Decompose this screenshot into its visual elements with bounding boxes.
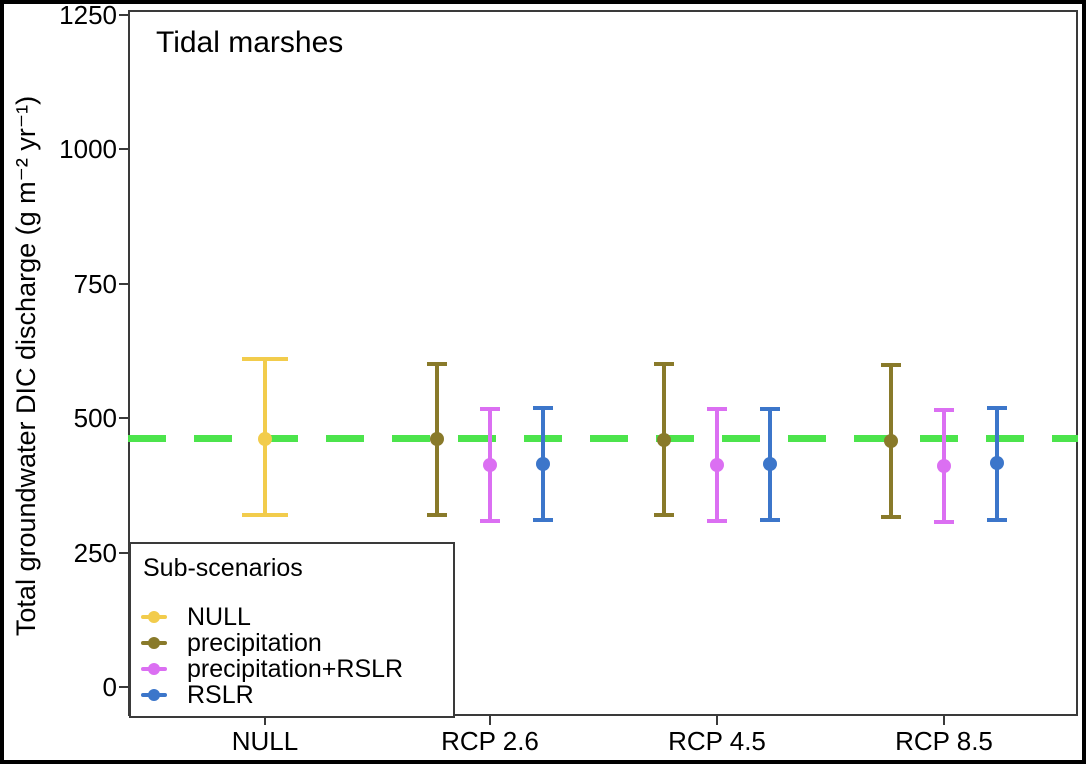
error-bar-cap-bottom [760, 517, 780, 522]
error-bar-cap-top [533, 405, 553, 410]
legend-label: NULL [187, 603, 251, 631]
mean-point [763, 457, 777, 472]
mean-point [884, 433, 898, 448]
y-axis-tick [119, 14, 128, 16]
error-bar-cap-bottom [480, 518, 500, 523]
error-bar-cap-bottom [934, 519, 954, 524]
error-bar-cap-bottom [427, 512, 447, 517]
error-bar-cap-top [881, 362, 901, 367]
legend-label: precipitation [187, 629, 322, 657]
error-bar-cap-top [427, 361, 447, 366]
y-axis-tick-label: 750 [73, 268, 117, 299]
error-bar-cap-bottom [533, 517, 553, 522]
error-bar-cap-top [242, 357, 288, 362]
x-axis-tick-label: NULL [231, 726, 299, 756]
legend-item: precipitation+RSLR [131, 654, 453, 684]
error-bar-cap-bottom [707, 518, 727, 523]
mean-point [990, 456, 1004, 471]
error-bar-cap-top [934, 408, 954, 413]
error-bar-cap-bottom [881, 514, 901, 519]
mean-point [430, 432, 444, 447]
y-axis-tick [119, 686, 128, 688]
legend-label: RSLR [187, 681, 254, 709]
x-axis-tick [489, 716, 491, 725]
x-axis-tick-label: RCP 4.5 [668, 726, 766, 756]
x-axis-tick [264, 716, 266, 725]
error-bar-cap-bottom [987, 517, 1007, 522]
mean-point [536, 457, 550, 472]
mean-point [258, 431, 272, 446]
mean-point [937, 459, 951, 474]
y-axis-tick [119, 148, 128, 151]
error-bar-cap-top [760, 406, 780, 411]
error-bar-cap-bottom [242, 512, 288, 517]
plot-title: Tidal marshes [156, 26, 344, 59]
error-bar-cap-top [987, 405, 1007, 410]
mean-point [483, 457, 497, 472]
y-axis-tick [119, 551, 128, 554]
error-bar-cap-bottom [654, 512, 674, 517]
mean-point [710, 457, 724, 472]
y-axis-tick-label: 250 [73, 537, 117, 568]
y-axis-tick-label: 1000 [59, 134, 117, 165]
y-axis-tick [119, 282, 128, 285]
x-axis-tick-label: RCP 2.6 [441, 726, 539, 756]
error-bar-cap-top [707, 407, 727, 412]
y-axis-tick [119, 417, 128, 420]
y-axis-tick-label: 500 [73, 403, 117, 434]
x-axis-tick [943, 716, 945, 725]
legend-marker-dot [148, 663, 160, 675]
legend-label: precipitation+RSLR [187, 655, 404, 683]
error-bar-cap-top [654, 361, 674, 366]
legend-item: RSLR [131, 680, 453, 710]
legend-marker-dot [148, 689, 160, 701]
mean-point [657, 432, 671, 447]
x-axis-tick-label: RCP 8.5 [895, 726, 993, 756]
y-axis-tick-label: 1250 [59, 0, 117, 30]
y-axis-tick-label: 0 [102, 672, 117, 702]
legend-item: NULL [131, 602, 453, 632]
legend-marker-dot [148, 611, 160, 623]
reference-line [128, 434, 1078, 442]
legend: Sub-scenarios NULL precipitation precipita… [129, 542, 455, 718]
y-axis-title: Total groundwater DIC discharge (g m⁻² y… [11, 95, 41, 637]
x-axis-tick [716, 716, 718, 725]
error-bar-cap-top [480, 407, 500, 412]
legend-marker-dot [148, 637, 160, 649]
legend-item: precipitation [131, 628, 453, 658]
legend-title: Sub-scenarios [143, 554, 303, 582]
